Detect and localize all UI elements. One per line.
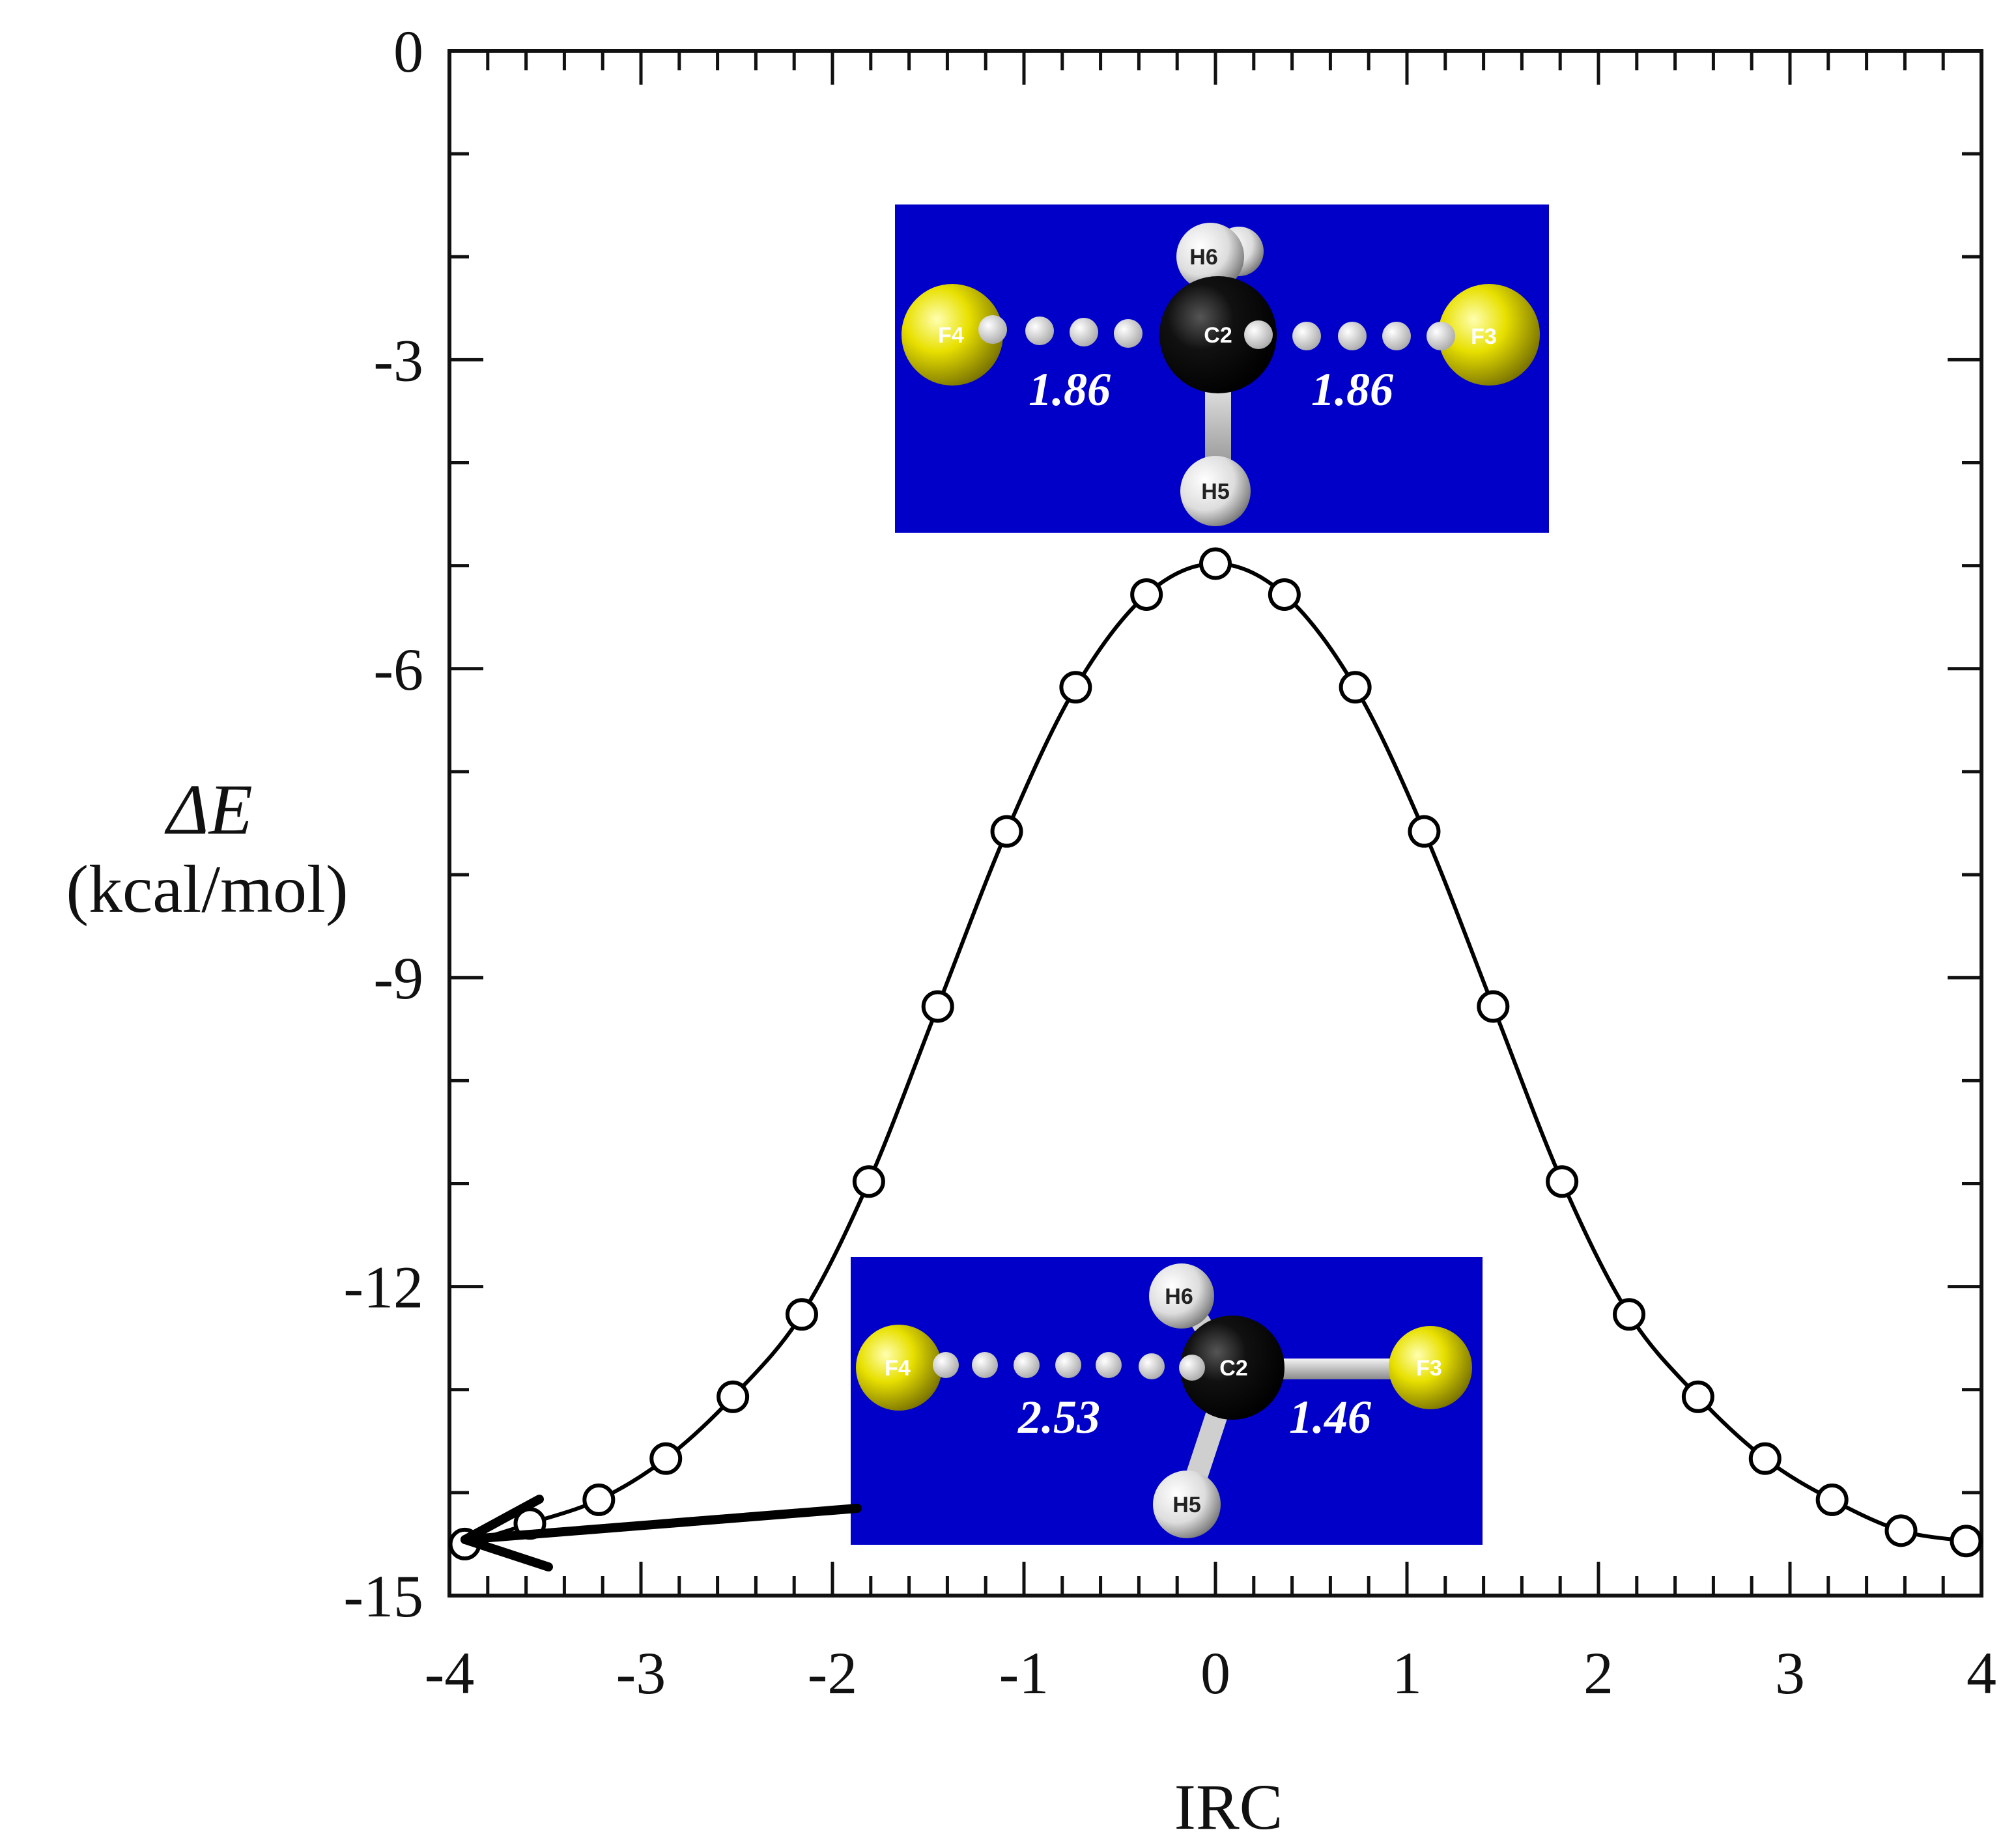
atom-label-f3-ts: F3: [1471, 324, 1497, 349]
data-point: [1681, 1380, 1714, 1413]
data-point: [785, 1298, 818, 1331]
data-point: [582, 1483, 616, 1516]
data-point: [1815, 1483, 1849, 1516]
inset-reactant-complex: F4 F3 C2 H6 H5 2.53 1.46: [851, 1257, 1483, 1545]
arrow-head-lower: [461, 1535, 553, 1571]
data-point: [717, 1380, 750, 1413]
data-point: [1950, 1525, 1983, 1558]
atom-h5-ts: [1180, 456, 1251, 526]
x-axis-title: IRC: [1174, 1771, 1283, 1843]
dotted-bond-c2-f3-ts: [1244, 320, 1455, 350]
data-point: [1748, 1442, 1782, 1475]
atom-label-h6-ts: H6: [1189, 245, 1217, 270]
data-point: [1339, 671, 1372, 704]
distance-left-ts: 1.86: [1029, 363, 1111, 415]
data-point: [1059, 671, 1092, 704]
dotted-bond-f4-c2-ts: [978, 315, 1143, 348]
atom-label-h5-ts: H5: [1201, 479, 1229, 504]
x-tick-label: -2: [808, 1640, 858, 1706]
data-point: [1199, 547, 1232, 580]
arrow-head-upper: [461, 1495, 544, 1544]
distance-right-ts: 1.86: [1311, 363, 1393, 415]
inset-transition-state: F4 F3 C2 H6 H5 1.86 1.86: [895, 204, 1549, 533]
y-axis-title-units: (kcal/mol): [66, 852, 348, 927]
y-tick-label: -9: [373, 945, 423, 1011]
atom-label-c2-rc: C2: [1219, 1356, 1247, 1381]
atom-label-f4-ts: F4: [938, 323, 964, 348]
atom-label-c2-ts: C2: [1204, 323, 1232, 348]
x-tick-label: -4: [425, 1640, 475, 1706]
x-tick-label: -3: [616, 1640, 666, 1706]
atom-c2-ts: [1159, 276, 1277, 393]
dotted-bond-f4-c2-rc: [933, 1352, 1205, 1381]
data-point: [852, 1165, 885, 1198]
x-tick-label: 1: [1392, 1640, 1422, 1706]
atom-h6-ts: [1176, 223, 1244, 290]
atom-h5-rc: [1153, 1471, 1221, 1538]
data-point: [990, 815, 1023, 848]
data-point: [1613, 1298, 1646, 1331]
axis-ticks: [447, 49, 1983, 1598]
x-tick-label: 4: [1966, 1640, 1996, 1706]
data-point: [1408, 815, 1441, 848]
x-tick-label: 3: [1775, 1640, 1805, 1706]
x-tick-label: -1: [999, 1640, 1049, 1706]
data-point: [649, 1442, 683, 1475]
distance-left-rc: 2.53: [1017, 1391, 1100, 1443]
atom-f4-rc: [856, 1325, 942, 1411]
x-tick-label: 2: [1583, 1640, 1613, 1706]
y-axis-title-symbol: ΔE: [164, 770, 253, 849]
data-point: [1477, 990, 1510, 1023]
atom-f3-ts: [1438, 284, 1540, 386]
tick-labels: -4 -3 -2 -1 0 1 2 3 4 0 -3 -6 -9 -12 -15: [343, 18, 1996, 1706]
data-point: [921, 990, 954, 1023]
atom-label-h6-rc: H6: [1165, 1284, 1193, 1309]
atom-label-h5-rc: H5: [1172, 1493, 1200, 1517]
y-tick-label: -12: [343, 1254, 423, 1321]
atom-h6-rc: [1149, 1263, 1214, 1329]
data-point: [1130, 578, 1163, 611]
y-tick-label: -6: [373, 636, 423, 703]
data-point: [1268, 578, 1301, 611]
data-point: [1884, 1514, 1918, 1547]
atom-label-f3-rc: F3: [1416, 1356, 1442, 1381]
atom-f3-rc: [1389, 1326, 1472, 1409]
y-tick-label: 0: [393, 18, 423, 85]
annotation-arrow: [461, 1495, 862, 1571]
arrow-shaft: [461, 1504, 862, 1544]
y-tick-label: -15: [343, 1563, 423, 1629]
atom-f4-ts: [902, 284, 1003, 386]
distance-right-rc: 1.46: [1289, 1391, 1371, 1443]
atom-label-f4-rc: F4: [885, 1356, 911, 1381]
data-point: [1546, 1165, 1579, 1198]
y-tick-label: -3: [373, 327, 423, 393]
atom-c2-rc: [1180, 1316, 1285, 1420]
x-tick-label: 0: [1200, 1640, 1230, 1706]
